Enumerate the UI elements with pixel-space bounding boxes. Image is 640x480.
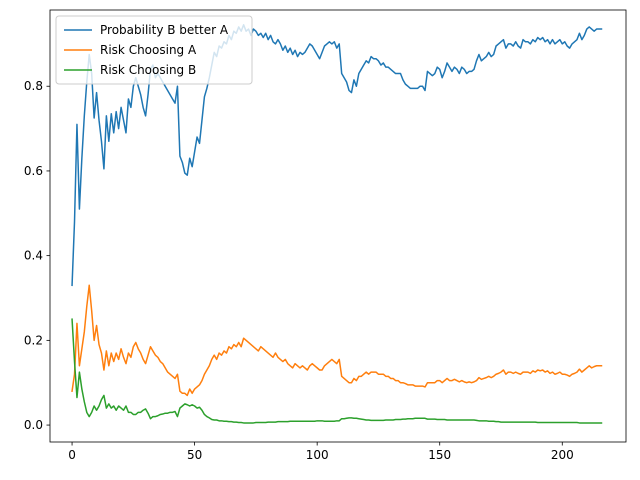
legend-label-2: Risk Choosing A <box>100 43 197 57</box>
legend-label-3: Risk Choosing B <box>100 63 196 77</box>
series-line-3 <box>71 318 603 424</box>
y-tick-label: 0.4 <box>24 249 43 263</box>
x-tick-label: 150 <box>428 448 451 462</box>
axes-layer: 0 50 100 150 200 0.0 0.2 0.4 0.6 0.8 <box>24 9 627 462</box>
y-tick-label: 0.2 <box>24 333 43 347</box>
y-tick-label: 0.6 <box>24 164 43 178</box>
series-line-2 <box>71 284 603 397</box>
y-tick-label: 0.0 <box>24 418 43 432</box>
x-tick-label: 0 <box>68 448 76 462</box>
y-tick-label: 0.8 <box>24 79 43 93</box>
x-tick-label: 50 <box>187 448 202 462</box>
x-tick-label: 200 <box>551 448 574 462</box>
legend: Probability B better A Risk Choosing A Ris… <box>55 15 253 85</box>
axes-frame <box>49 9 627 443</box>
legend-box <box>55 15 253 85</box>
legend-label-1: Probability B better A <box>100 23 229 37</box>
x-tick-label: 100 <box>306 448 329 462</box>
